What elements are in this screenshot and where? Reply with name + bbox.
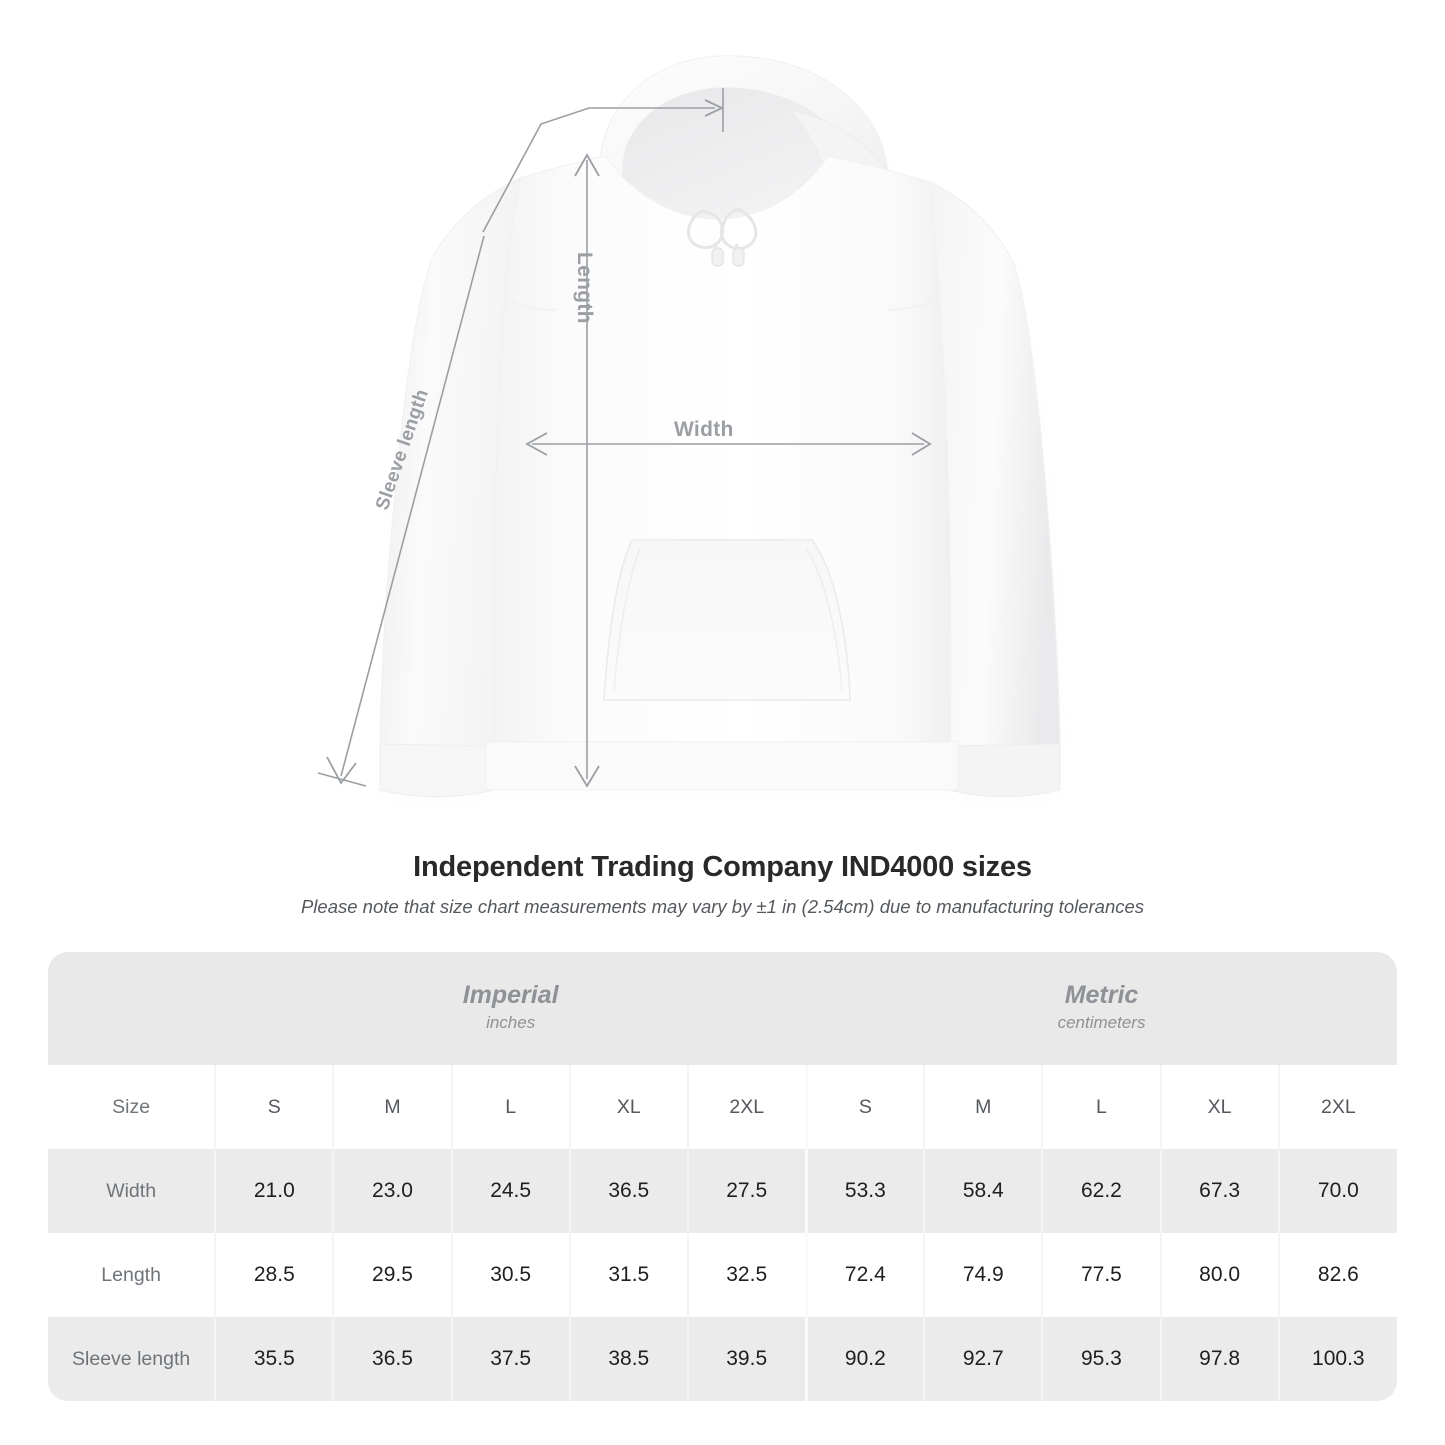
cell-sleeve-metric-s: 90.2 [804,1317,925,1401]
measurement-annotations [317,88,932,788]
cell-width-metric-xl: 67.3 [1159,1149,1279,1233]
table-row: Sleeve length 35.5 36.5 37.5 38.5 39.5 9… [48,1317,1397,1401]
cell-width-metric-l: 62.2 [1041,1149,1161,1233]
column-header-metric-m: M [923,1065,1043,1149]
cell-width-metric-s: 53.3 [804,1149,925,1233]
hood-leader-line [482,88,725,233]
cell-length-metric-xl: 80.0 [1159,1233,1279,1317]
row-header-size: Size [48,1065,216,1149]
unit-header-row: Imperial inches Metric centimeters [48,952,1397,1065]
cell-length-imperial-l: 30.5 [450,1233,570,1317]
page-title: Independent Trading Company IND4000 size… [413,851,1032,883]
cell-width-imperial-xl: 36.5 [568,1149,688,1233]
cell-length-imperial-s: 28.5 [214,1233,334,1317]
unit-group-imperial-sub: inches [486,1013,536,1033]
row-label-width: Width [48,1149,216,1233]
cell-width-metric-2xl: 70.0 [1277,1149,1397,1233]
sleeve-length-arrow [317,235,485,787]
cell-width-imperial-s: 21.0 [214,1149,334,1233]
width-arrow [525,432,932,456]
cell-sleeve-imperial-xl: 38.5 [568,1317,688,1401]
hoodie-body-group [379,55,1061,798]
size-header-row: Size S M L XL 2XL S M L XL 2XL [48,1065,1397,1149]
table-row: Length 28.5 29.5 30.5 31.5 32.5 72.4 74.… [48,1233,1397,1317]
cell-width-imperial-m: 23.0 [332,1149,452,1233]
tolerance-note: Please note that size chart measurements… [300,896,1145,917]
unit-group-metric: Metric centimeters [806,952,1397,1065]
length-dimension-label: Length [573,252,596,324]
unit-group-metric-sub: centimeters [1057,1013,1146,1033]
cell-sleeve-imperial-2xl: 39.5 [686,1317,807,1401]
column-header-imperial-xl: XL [568,1065,688,1149]
cell-length-imperial-m: 29.5 [332,1233,452,1317]
column-header-metric-l: L [1041,1065,1161,1149]
cell-sleeve-imperial-l: 37.5 [450,1317,570,1401]
row-label-sleeve-length: Sleeve length [48,1317,216,1401]
cell-width-imperial-l: 24.5 [450,1149,570,1233]
length-arrow [574,153,600,788]
table-row: Width 21.0 23.0 24.5 36.5 27.5 53.3 58.4… [48,1149,1397,1233]
cell-sleeve-imperial-m: 36.5 [332,1317,452,1401]
drawstring-icon [687,208,758,267]
cell-length-metric-l: 77.5 [1041,1233,1161,1317]
cell-length-imperial-xl: 31.5 [568,1233,688,1317]
cell-sleeve-imperial-s: 35.5 [214,1317,334,1401]
cell-sleeve-metric-m: 92.7 [923,1317,1043,1401]
width-dimension-label: Width [674,418,734,441]
cell-length-metric-m: 74.9 [923,1233,1043,1317]
column-header-metric-2xl: 2XL [1277,1065,1397,1149]
garment-illustration: Width Length Sleeve length [317,55,1061,798]
cell-sleeve-metric-xl: 97.8 [1159,1317,1279,1401]
column-header-imperial-2xl: 2XL [686,1065,807,1149]
column-header-metric-xl: XL [1159,1065,1279,1149]
cell-sleeve-metric-2xl: 100.3 [1277,1317,1397,1401]
size-chart-table: Imperial inches Metric centimeters Size … [48,952,1397,1401]
cell-width-imperial-2xl: 27.5 [686,1149,807,1233]
unit-header-spacer [48,952,216,1065]
cell-length-metric-s: 72.4 [804,1233,925,1317]
column-header-imperial-s: S [214,1065,334,1149]
cell-length-metric-2xl: 82.6 [1277,1233,1397,1317]
hoodie-diagram [317,55,1061,798]
unit-group-imperial-name: Imperial [462,981,559,1010]
cell-sleeve-metric-l: 95.3 [1041,1317,1161,1401]
cell-length-imperial-2xl: 32.5 [686,1233,807,1317]
cell-width-metric-m: 58.4 [923,1149,1043,1233]
unit-group-metric-name: Metric [1064,981,1139,1010]
row-label-length: Length [48,1233,216,1317]
column-header-metric-s: S [804,1065,925,1149]
column-header-imperial-l: L [450,1065,570,1149]
column-header-imperial-m: M [332,1065,452,1149]
unit-group-imperial: Imperial inches [215,952,807,1065]
